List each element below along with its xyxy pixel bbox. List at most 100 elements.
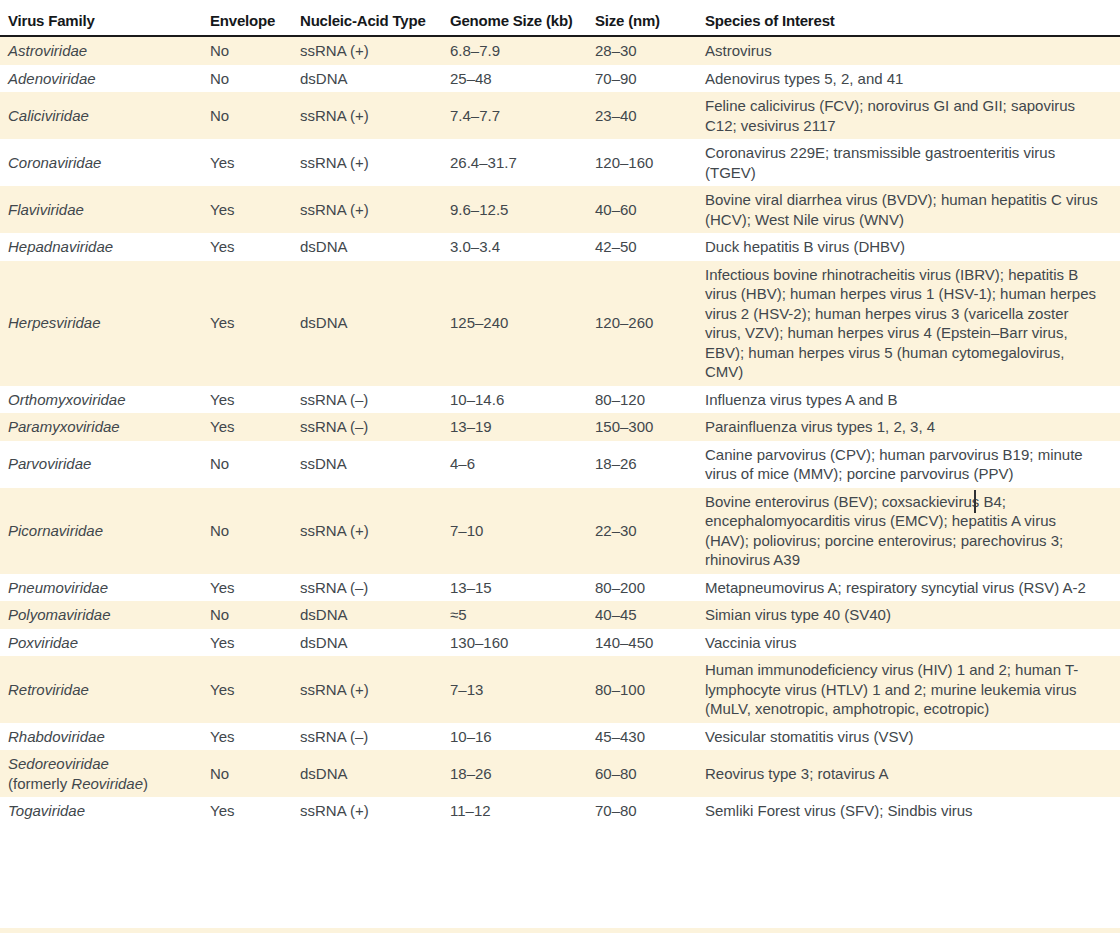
cell-size-nm: 70–90 <box>595 65 705 93</box>
cell-species: Reovirus type 3; rotavirus A <box>705 750 1120 797</box>
cell-species: Infectious bovine rhinotracheitis virus … <box>705 261 1120 386</box>
cell-size-nm: 150–300 <box>595 413 705 441</box>
cell-size-nm: 80–100 <box>595 656 705 723</box>
cell-nucleic-acid-type: ssRNA (+) <box>300 186 450 233</box>
cell-virus-family: Herpesviridae <box>0 261 210 386</box>
cell-genome-size: 6.8–7.9 <box>450 36 595 65</box>
cell-species: Semliki Forest virus (SFV); Sindbis viru… <box>705 797 1120 825</box>
cell-size-nm: 45–430 <box>595 723 705 751</box>
cell-envelope: No <box>210 65 300 93</box>
cell-virus-family: Coronaviridae <box>0 139 210 186</box>
col-header-size-nm: Size (nm) <box>595 0 705 36</box>
cell-nucleic-acid-type: ssRNA (+) <box>300 36 450 65</box>
cell-virus-family: Adenoviridae <box>0 65 210 93</box>
cell-virus-family: Paramyxoviridae <box>0 413 210 441</box>
cell-nucleic-acid-type: ssRNA (+) <box>300 488 450 574</box>
cell-genome-size: 11–12 <box>450 797 595 825</box>
cell-envelope: No <box>210 601 300 629</box>
cell-genome-size: 130–160 <box>450 629 595 657</box>
table-row: PolyomaviridaeNodsDNA≈540–45Simian virus… <box>0 601 1120 629</box>
cell-envelope: Yes <box>210 261 300 386</box>
cell-genome-size: 13–19 <box>450 413 595 441</box>
cell-virus-family: Retroviridae <box>0 656 210 723</box>
table-row: OrthomyxoviridaeYesssRNA (–)10–14.680–12… <box>0 386 1120 414</box>
cell-species: Metapneumovirus A; respiratory syncytial… <box>705 574 1120 602</box>
table-row: TogaviridaeYesssRNA (+)11–1270–80Semliki… <box>0 797 1120 825</box>
cell-envelope: Yes <box>210 656 300 723</box>
cell-nucleic-acid-type: ssDNA <box>300 441 450 488</box>
cell-species: Simian virus type 40 (SV40) <box>705 601 1120 629</box>
cell-envelope: Yes <box>210 386 300 414</box>
cell-species: Vaccinia virus <box>705 629 1120 657</box>
cell-species: Coronavirus 229E; transmissible gastroen… <box>705 139 1120 186</box>
cell-size-nm: 18–26 <box>595 441 705 488</box>
table-header-row: Virus Family Envelope Nucleic-Acid Type … <box>0 0 1120 36</box>
table-row: PicornaviridaeNossRNA (+)7–1022–30Bovine… <box>0 488 1120 574</box>
cell-virus-family: Picornaviridae <box>0 488 210 574</box>
cell-nucleic-acid-type: ssRNA (+) <box>300 656 450 723</box>
cell-size-nm: 22–30 <box>595 488 705 574</box>
col-header-nucleic-acid-type: Nucleic-Acid Type <box>300 0 450 36</box>
table-row: HepadnaviridaeYesdsDNA3.0–3.442–50Duck h… <box>0 233 1120 261</box>
cell-species: Human immunodeficiency virus (HIV) 1 and… <box>705 656 1120 723</box>
cell-nucleic-acid-type: ssRNA (+) <box>300 139 450 186</box>
cell-genome-size: 4–6 <box>450 441 595 488</box>
cell-virus-family: Polyomaviridae <box>0 601 210 629</box>
cell-envelope: Yes <box>210 797 300 825</box>
table-row: PneumoviridaeYesssRNA (–)13–1580–200Meta… <box>0 574 1120 602</box>
cell-virus-family: Hepadnaviridae <box>0 233 210 261</box>
cell-genome-size: 10–16 <box>450 723 595 751</box>
text-cursor-caret <box>974 490 976 513</box>
cell-nucleic-acid-type: dsDNA <box>300 601 450 629</box>
cell-genome-size: 13–15 <box>450 574 595 602</box>
cell-envelope: No <box>210 488 300 574</box>
cell-envelope: Yes <box>210 629 300 657</box>
cell-nucleic-acid-type: ssRNA (–) <box>300 386 450 414</box>
col-header-virus-family: Virus Family <box>0 0 210 36</box>
cell-species: Canine parvovirus (CPV); human parvoviru… <box>705 441 1120 488</box>
cell-genome-size: 7–10 <box>450 488 595 574</box>
cell-genome-size: 125–240 <box>450 261 595 386</box>
cell-envelope: No <box>210 36 300 65</box>
cell-nucleic-acid-type: ssRNA (–) <box>300 723 450 751</box>
col-header-envelope: Envelope <box>210 0 300 36</box>
cell-species: Duck hepatitis B virus (DHBV) <box>705 233 1120 261</box>
cell-envelope: Yes <box>210 186 300 233</box>
cell-species: Astrovirus <box>705 36 1120 65</box>
virus-family-table: Virus Family Envelope Nucleic-Acid Type … <box>0 0 1120 825</box>
table-row: ParamyxoviridaeYesssRNA (–)13–19150–300P… <box>0 413 1120 441</box>
cell-virus-family: Togaviridae <box>0 797 210 825</box>
cell-species: Feline calicivirus (FCV); norovirus GI a… <box>705 92 1120 139</box>
cell-virus-family: Orthomyxoviridae <box>0 386 210 414</box>
cell-size-nm: 28–30 <box>595 36 705 65</box>
table-body: AstroviridaeNossRNA (+)6.8–7.928–30Astro… <box>0 36 1120 825</box>
table-row: RetroviridaeYesssRNA (+)7–1380–100Human … <box>0 656 1120 723</box>
cell-nucleic-acid-type: dsDNA <box>300 261 450 386</box>
cell-genome-size: 7.4–7.7 <box>450 92 595 139</box>
cell-virus-family: Poxviridae <box>0 629 210 657</box>
cell-nucleic-acid-type: ssRNA (–) <box>300 574 450 602</box>
table-row: RhabdoviridaeYesssRNA (–)10–1645–430Vesi… <box>0 723 1120 751</box>
cell-envelope: No <box>210 441 300 488</box>
cell-envelope: No <box>210 92 300 139</box>
cell-species: Influenza virus types A and B <box>705 386 1120 414</box>
cell-size-nm: 80–200 <box>595 574 705 602</box>
col-header-genome-size: Genome Size (kb) <box>450 0 595 36</box>
cell-virus-family: Sedoreoviridae(formerly Reoviridae) <box>0 750 210 797</box>
cell-nucleic-acid-type: dsDNA <box>300 750 450 797</box>
cell-size-nm: 60–80 <box>595 750 705 797</box>
table-row: CoronaviridaeYesssRNA (+)26.4–31.7120–16… <box>0 139 1120 186</box>
table-row: PoxviridaeYesdsDNA130–160140–450Vaccinia… <box>0 629 1120 657</box>
cell-size-nm: 42–50 <box>595 233 705 261</box>
cell-nucleic-acid-type: ssRNA (+) <box>300 797 450 825</box>
cell-envelope: Yes <box>210 723 300 751</box>
cell-size-nm: 120–260 <box>595 261 705 386</box>
cell-size-nm: 120–160 <box>595 139 705 186</box>
next-row-sliver <box>0 928 1120 933</box>
cell-virus-family: Astroviridae <box>0 36 210 65</box>
cell-nucleic-acid-type: ssRNA (+) <box>300 92 450 139</box>
cell-size-nm: 70–80 <box>595 797 705 825</box>
cell-genome-size: 10–14.6 <box>450 386 595 414</box>
cell-size-nm: 80–120 <box>595 386 705 414</box>
table-row: AdenoviridaeNodsDNA25–4870–90Adenovirus … <box>0 65 1120 93</box>
